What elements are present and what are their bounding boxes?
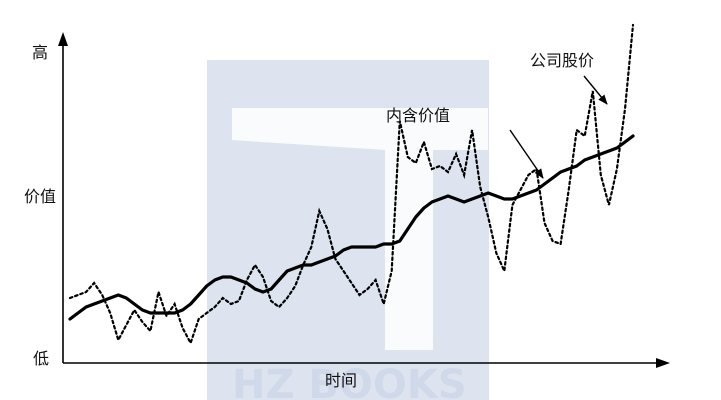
y-axis-arrowhead xyxy=(58,32,68,46)
x-axis-arrowhead xyxy=(656,358,670,368)
y-tick-label-high: 高 xyxy=(32,43,48,62)
axes xyxy=(58,32,670,368)
annotation-arrow-stock-price xyxy=(583,75,608,105)
watermark-text: HZ BOOKS xyxy=(232,362,467,400)
watermark-book-shape xyxy=(232,108,488,150)
y-tick-label-low: 低 xyxy=(33,349,49,368)
y-tick-label-value: 价值 xyxy=(24,187,56,206)
watermark-book-spine xyxy=(385,150,433,350)
series-line-intrinsic-value xyxy=(68,134,635,321)
x-axis-label: 时间 xyxy=(325,371,357,390)
annotation-arrow-intrinsic-value xyxy=(509,129,544,179)
annotation-label-intrinsic-value: 内含价值 xyxy=(386,106,450,125)
annotation-label-stock-price: 公司股价 xyxy=(530,51,594,70)
